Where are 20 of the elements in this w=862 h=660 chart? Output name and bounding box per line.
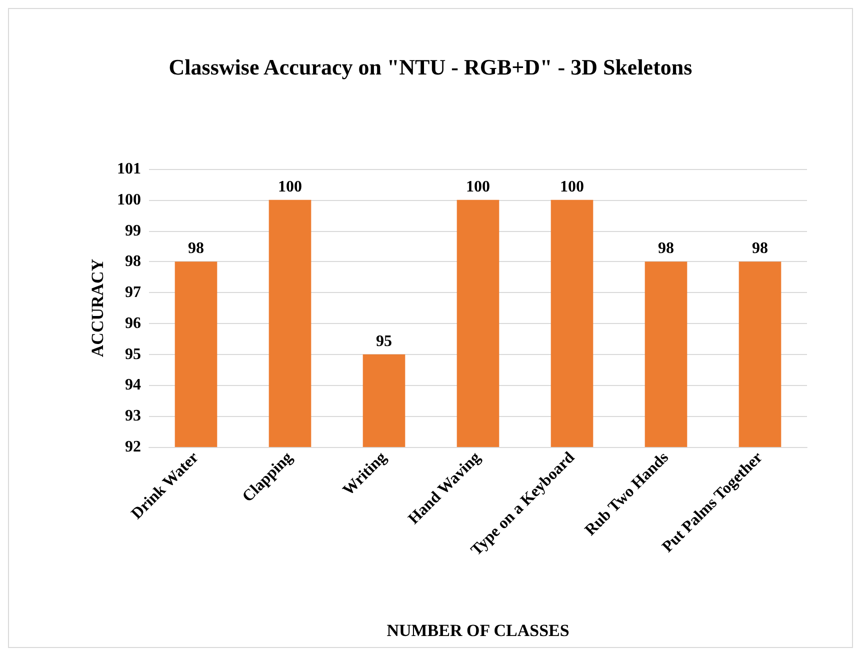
y-tick-label: 92 xyxy=(125,438,141,456)
y-tick-label: 96 xyxy=(125,314,141,332)
y-tick-label: 94 xyxy=(125,376,141,394)
y-tick-label: 100 xyxy=(117,191,141,208)
chart-title: Classwise Accuracy on "NTU - RGB+D" - 3D Skeletons xyxy=(168,54,693,80)
data-label: 98 xyxy=(658,240,674,258)
y-tick-label: 101 xyxy=(117,160,141,178)
y-tick-label: 95 xyxy=(125,346,141,363)
data-label: 95 xyxy=(376,332,392,350)
data-label: 98 xyxy=(188,240,204,258)
y-axis-title: ACCURACY xyxy=(88,258,108,358)
data-label: 100 xyxy=(560,178,584,196)
y-tick-label: 93 xyxy=(125,408,141,425)
data-label: 98 xyxy=(752,240,768,258)
x-axis-title: NUMBER OF CLASSES xyxy=(386,621,570,640)
y-tick-label: 97 xyxy=(125,284,141,302)
y-tick-label: 98 xyxy=(125,253,141,270)
data-label: 100 xyxy=(278,178,302,196)
y-tick-label: 99 xyxy=(125,222,141,240)
data-label: 100 xyxy=(466,178,490,196)
